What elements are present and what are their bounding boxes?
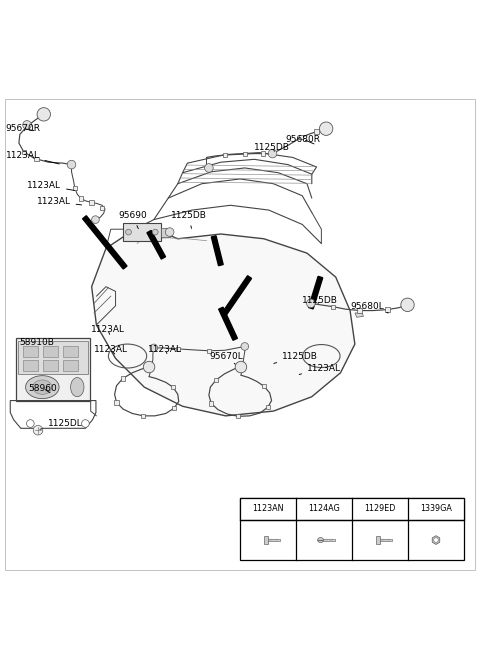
Text: 1125DB: 1125DB: [170, 211, 206, 228]
Circle shape: [150, 344, 157, 352]
Bar: [176, 347, 180, 351]
Bar: [214, 378, 218, 382]
Text: 95690: 95690: [118, 211, 147, 229]
Text: 58910B: 58910B: [19, 338, 54, 347]
Text: 1123AL: 1123AL: [27, 181, 74, 191]
Text: 1339GA: 1339GA: [420, 504, 452, 513]
Text: 95670L: 95670L: [209, 351, 243, 364]
Text: 1123AL: 1123AL: [148, 345, 182, 355]
Bar: [63, 361, 78, 371]
Circle shape: [235, 361, 247, 373]
Text: 1123AL: 1123AL: [5, 151, 59, 164]
Bar: [331, 304, 336, 309]
Bar: [240, 498, 464, 561]
Circle shape: [33, 425, 43, 435]
Circle shape: [204, 164, 213, 172]
Circle shape: [434, 538, 438, 543]
Circle shape: [67, 161, 76, 169]
Circle shape: [23, 120, 31, 129]
Circle shape: [401, 298, 414, 312]
FancyArrow shape: [211, 235, 223, 266]
Bar: [240, 498, 464, 520]
Text: 95670R: 95670R: [5, 124, 40, 133]
Circle shape: [37, 108, 50, 121]
FancyArrow shape: [147, 230, 166, 259]
Bar: [242, 152, 247, 157]
FancyArrow shape: [309, 276, 323, 309]
Circle shape: [241, 343, 249, 351]
Text: 1123AL: 1123AL: [299, 363, 341, 375]
Ellipse shape: [71, 377, 84, 397]
Bar: [120, 377, 125, 381]
Bar: [161, 227, 169, 237]
Circle shape: [268, 149, 277, 158]
Bar: [264, 537, 268, 544]
Bar: [23, 361, 37, 371]
Bar: [223, 153, 227, 157]
Bar: [43, 361, 58, 371]
Bar: [89, 200, 94, 205]
Bar: [172, 406, 176, 410]
Bar: [73, 186, 77, 190]
Circle shape: [144, 361, 155, 373]
Text: 1129ED: 1129ED: [364, 504, 396, 513]
Bar: [123, 223, 161, 241]
Bar: [63, 346, 78, 357]
Bar: [207, 349, 211, 353]
Bar: [299, 135, 303, 139]
Bar: [16, 339, 90, 401]
Polygon shape: [432, 536, 440, 545]
Circle shape: [26, 419, 34, 427]
Circle shape: [92, 216, 99, 223]
Bar: [268, 539, 280, 541]
Bar: [141, 413, 145, 418]
Ellipse shape: [25, 376, 59, 399]
FancyArrow shape: [219, 307, 238, 341]
Bar: [236, 414, 240, 419]
Circle shape: [153, 229, 158, 235]
Text: 1125DB: 1125DB: [274, 351, 318, 363]
Bar: [314, 129, 319, 134]
Circle shape: [320, 122, 333, 135]
Polygon shape: [92, 224, 355, 416]
Text: 1123AL: 1123AL: [94, 345, 128, 355]
Bar: [385, 308, 390, 312]
Bar: [209, 401, 214, 405]
Bar: [376, 537, 380, 544]
Bar: [262, 384, 266, 388]
Polygon shape: [355, 313, 363, 317]
Bar: [35, 157, 39, 161]
Text: 95680R: 95680R: [286, 134, 321, 144]
Text: 1123AN: 1123AN: [252, 504, 284, 513]
Bar: [380, 539, 392, 541]
Text: 1124AG: 1124AG: [308, 504, 340, 513]
Circle shape: [126, 229, 132, 235]
Ellipse shape: [33, 380, 52, 394]
Bar: [358, 308, 362, 312]
FancyArrow shape: [221, 276, 252, 316]
Bar: [323, 539, 336, 541]
Ellipse shape: [318, 537, 324, 543]
Text: 1123AL: 1123AL: [36, 197, 82, 206]
Text: 1125DB: 1125DB: [254, 143, 290, 153]
Bar: [265, 405, 270, 409]
Bar: [261, 151, 265, 156]
Circle shape: [82, 419, 89, 427]
Bar: [114, 400, 119, 405]
Text: 1125DL: 1125DL: [40, 419, 83, 429]
Text: 1125DB: 1125DB: [302, 296, 338, 304]
Bar: [23, 346, 37, 357]
Bar: [79, 197, 83, 201]
Bar: [100, 206, 104, 210]
Circle shape: [165, 227, 174, 236]
Text: 58960: 58960: [28, 383, 57, 393]
Circle shape: [307, 299, 315, 308]
Bar: [22, 149, 26, 154]
FancyArrow shape: [83, 215, 127, 269]
Text: 1123AL: 1123AL: [91, 325, 125, 334]
Bar: [18, 341, 88, 374]
Text: 95680L: 95680L: [350, 302, 388, 313]
Bar: [43, 346, 58, 357]
Bar: [171, 385, 175, 389]
